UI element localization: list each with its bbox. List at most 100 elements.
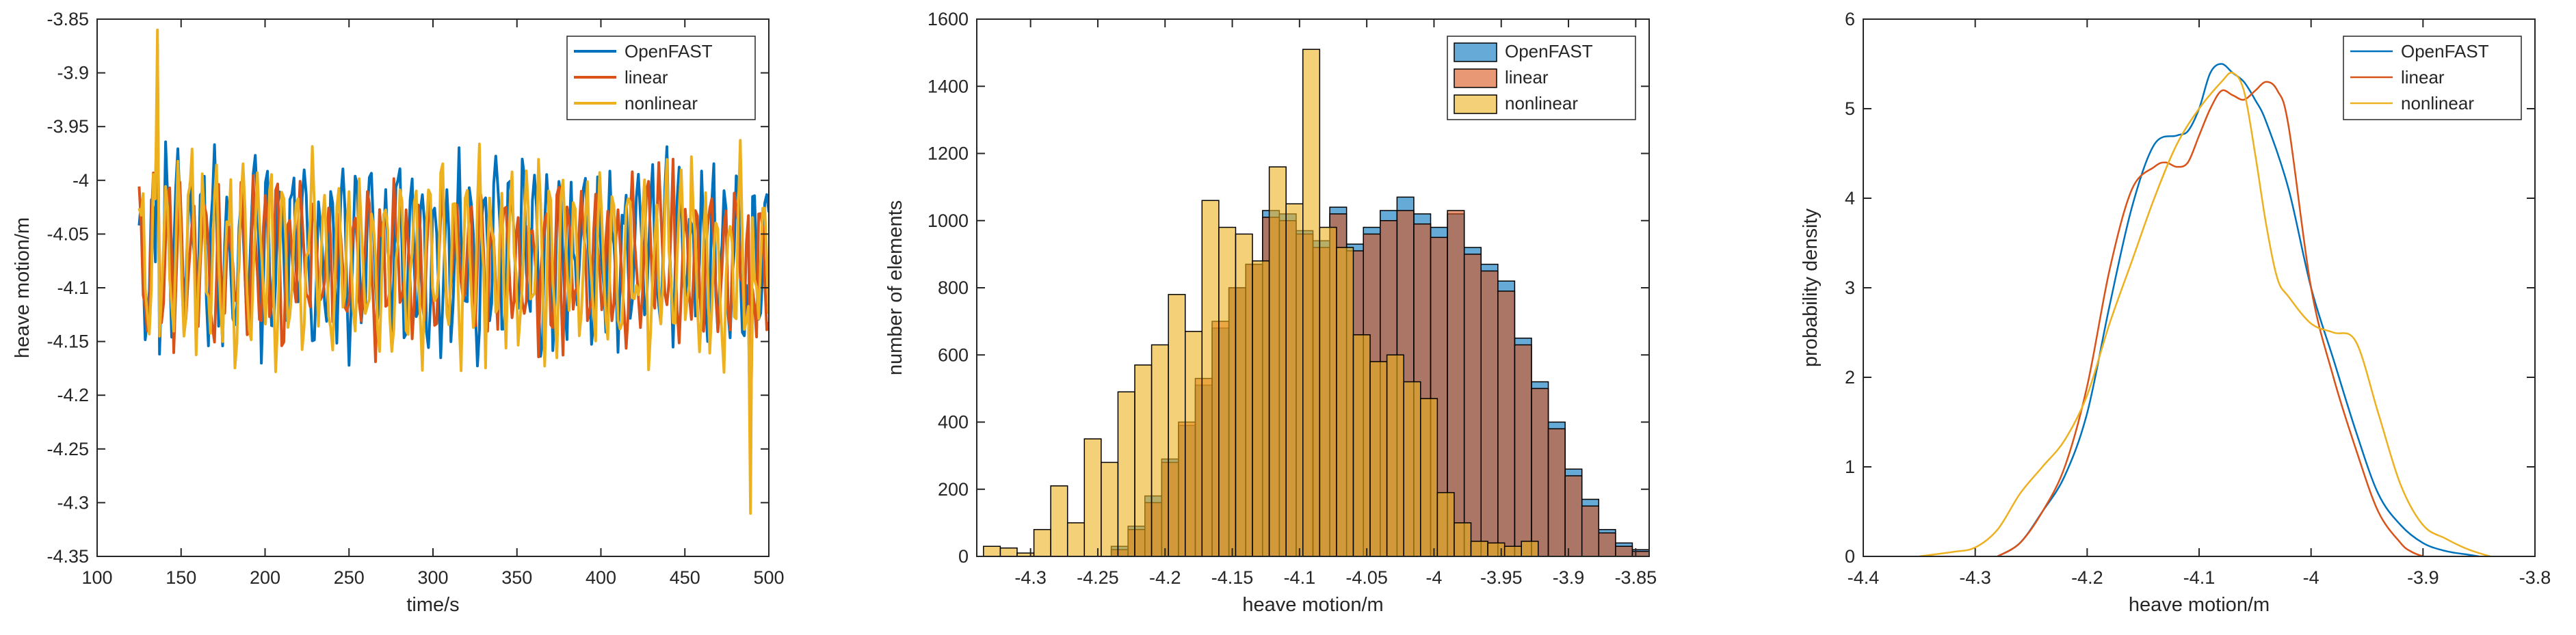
bar: [1168, 294, 1186, 556]
bar: [1598, 532, 1616, 556]
x-tick-label: 250: [334, 567, 365, 588]
bar: [1336, 247, 1354, 556]
legend-swatch: [1454, 68, 1497, 88]
bar: [1235, 233, 1253, 556]
x-tick-label: -4.25: [1077, 567, 1119, 588]
density-curve-linear: [1997, 81, 2423, 556]
y-tick-label: -4: [73, 170, 89, 191]
bar: [1503, 545, 1522, 556]
legend-label: OpenFAST: [625, 41, 713, 62]
x-tick-label: -3.95: [1480, 567, 1523, 588]
legend-label: OpenFAST: [1505, 41, 1593, 62]
bar: [1420, 398, 1438, 556]
bar: [1319, 226, 1337, 556]
x-tick-label: 400: [586, 567, 616, 588]
chart-1: 100 150 200 250 300 350 400 450 500 -3.85 -3.9 -3.9…: [12, 9, 785, 616]
bar: [1151, 344, 1169, 556]
y-tick-label: 600: [938, 344, 969, 365]
y-tick-label: 1000: [928, 211, 969, 231]
bar: [1386, 354, 1404, 556]
bar: [1581, 505, 1600, 556]
data-layer: [137, 28, 769, 515]
y-tick-label: -4.25: [47, 439, 89, 459]
x-tick-label: -3.8: [2519, 567, 2551, 588]
bar: [1134, 364, 1153, 556]
bar: [1564, 475, 1583, 556]
x-tick-label: -3.9: [2407, 567, 2439, 588]
y-tick-label: -4.1: [57, 278, 89, 298]
bar: [1218, 226, 1237, 556]
y-tick-label: -4.3: [57, 492, 89, 513]
bar: [983, 545, 1001, 556]
data-layer: [983, 49, 1649, 556]
y-tick-label: -4.2: [57, 385, 89, 405]
legend-label: OpenFAST: [2401, 41, 2489, 62]
x-tick-label: -4.1: [2183, 567, 2216, 588]
y-axis-label: probability density: [1800, 208, 1822, 367]
y-tick-label: 1200: [928, 144, 969, 164]
x-tick-label: 200: [250, 567, 280, 588]
legend-label: nonlinear: [625, 93, 698, 113]
y-tick-label: 1: [1845, 457, 1855, 477]
x-tick-label: 450: [670, 567, 700, 588]
bar: [1033, 528, 1051, 556]
bar: [1066, 522, 1086, 556]
chart-2: -4.3 -4.25 -4.2 -4.15 -4.1 -4.05 -4 -3.95 -3.9 -3…: [884, 9, 1657, 616]
bar: [1470, 541, 1488, 556]
y-axis-label: heave motion/m: [12, 217, 34, 358]
bar: [1615, 545, 1633, 556]
legend-swatch: [1454, 94, 1497, 114]
x-tick-label: -4.3: [1959, 567, 1991, 588]
y-tick-label: 2: [1845, 367, 1855, 388]
y-tick-label: 0: [1845, 546, 1855, 567]
y-tick-label: 3: [1845, 278, 1855, 298]
legend: OpenFAST linear nonlinear: [2343, 36, 2522, 120]
bar: [1201, 200, 1220, 556]
legend-swatch: [1454, 42, 1497, 62]
legend-label: nonlinear: [2401, 93, 2474, 113]
density-curve-nonlinear: [1919, 71, 2490, 556]
x-tick-label: -4.05: [1345, 567, 1388, 588]
bar: [1285, 203, 1304, 556]
legend-label: linear: [625, 67, 668, 87]
x-tick-label: -3.85: [1615, 567, 1657, 588]
bar: [1454, 522, 1472, 556]
bar: [1101, 461, 1119, 556]
bar: [1117, 391, 1135, 556]
series-bars-nonlinear: [983, 49, 1539, 556]
y-tick-label: 4: [1845, 188, 1855, 208]
x-tick-label: 300: [417, 567, 448, 588]
y-tick-label: 200: [938, 479, 969, 500]
bar: [1352, 334, 1371, 556]
x-tick-label: -4.4: [1848, 567, 1880, 588]
legend-label: nonlinear: [1505, 93, 1578, 113]
data-layer: [1919, 63, 2490, 556]
y-tick-label: 800: [938, 278, 969, 298]
x-tick-label: 150: [166, 567, 196, 588]
bar: [1547, 428, 1566, 556]
bar: [1050, 485, 1068, 556]
x-tick-label: -4.15: [1211, 567, 1254, 588]
y-tick-label: -3.9: [57, 63, 89, 83]
bar: [1487, 542, 1506, 556]
y-tick-label: 0: [958, 546, 969, 567]
bar: [1184, 331, 1203, 556]
y-tick-label: 1400: [928, 76, 969, 96]
x-axis-label: heave motion/m: [2129, 594, 2270, 616]
bar: [999, 547, 1018, 556]
x-tick-label: -4: [2303, 567, 2319, 588]
y-tick-label: -3.95: [47, 116, 89, 137]
y-tick-label: 400: [938, 412, 969, 433]
x-tick-label: 100: [81, 567, 112, 588]
series-line-nonlinear: [137, 28, 769, 515]
x-tick-label: -4.3: [1014, 567, 1047, 588]
legend-label: linear: [2401, 67, 2445, 87]
y-tick-label: -4.15: [47, 332, 89, 352]
y-tick-label: 1600: [928, 9, 969, 29]
y-axis-label: number of elements: [884, 200, 906, 375]
legend-label: linear: [1505, 67, 1549, 87]
chart-3: -4.4 -4.3 -4.2 -4.1 -4 -3.9 -3.8 0 1 2 3 4 5 6 heave m…: [1800, 9, 2551, 616]
y-tick-label: 5: [1845, 98, 1855, 119]
legend: OpenFAST linear nonlinear: [1447, 36, 1636, 120]
